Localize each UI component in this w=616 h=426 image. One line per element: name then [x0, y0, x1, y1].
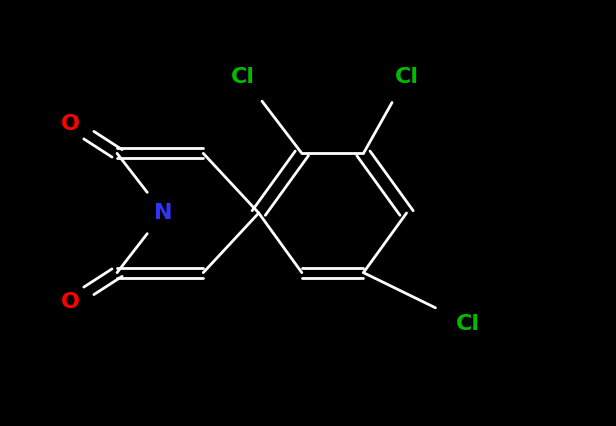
Text: O: O [62, 114, 80, 133]
Text: N: N [154, 203, 172, 223]
Text: Cl: Cl [456, 314, 480, 334]
Text: Cl: Cl [232, 67, 255, 86]
Text: O: O [62, 293, 80, 312]
Text: Cl: Cl [395, 67, 418, 86]
